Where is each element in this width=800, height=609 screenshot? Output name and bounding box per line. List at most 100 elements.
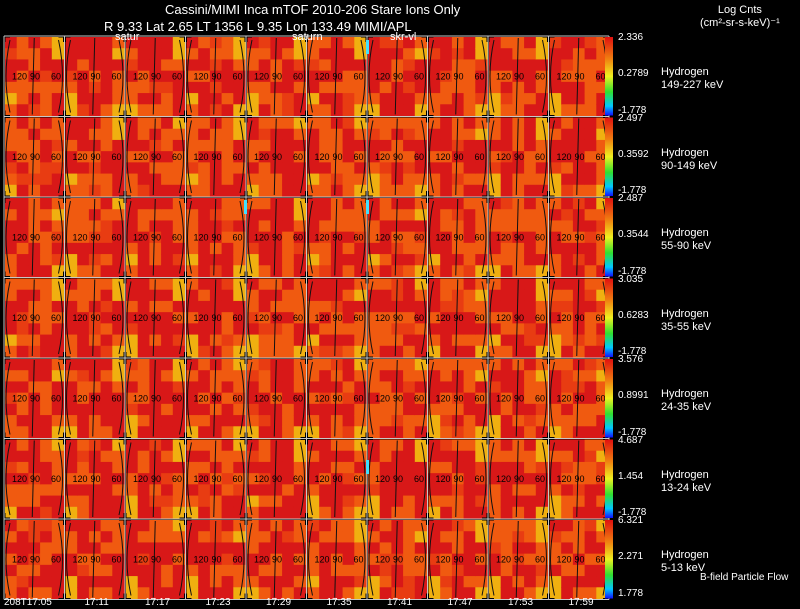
angle-label: 60 [172, 554, 182, 564]
angle-label: 60 [535, 152, 545, 162]
angle-label: 90 [454, 393, 464, 403]
angle-label: 60 [233, 313, 243, 323]
angle-label: 90 [575, 71, 585, 81]
units-line-1: Log Cnts [717, 4, 762, 16]
angle-label: 90 [333, 554, 343, 564]
image-tile [247, 37, 306, 116]
angle-label: 120 [315, 393, 330, 403]
image-tile [65, 520, 125, 599]
image-tile [126, 278, 185, 358]
colorbar-max: 4.687 [618, 434, 644, 446]
artifact-stripe [244, 200, 247, 214]
image-tile [126, 359, 185, 438]
angle-label: 60 [475, 71, 485, 81]
artifact-stripe [366, 40, 369, 54]
angle-label: 90 [575, 313, 585, 323]
angle-label: 90 [514, 554, 524, 564]
angle-label: 90 [393, 152, 403, 162]
image-tile [186, 520, 246, 599]
colorbar-min: -1.778 [618, 507, 647, 518]
image-tile [489, 278, 548, 358]
angle-label: 90 [212, 71, 222, 81]
angle-label: 60 [535, 232, 545, 242]
angle-label: 120 [315, 474, 330, 484]
angle-label: 60 [172, 474, 182, 484]
row-energy: 35-55 keV [661, 320, 712, 333]
angle-label: 60 [475, 474, 485, 484]
angle-label: 90 [151, 474, 161, 484]
angle-label: 60 [51, 313, 61, 323]
angle-label: 90 [91, 71, 101, 81]
angle-label: 90 [212, 232, 222, 242]
row-energy: 5-13 keV [661, 562, 706, 574]
row-energy: 90-149 keV [661, 159, 718, 172]
colorbar-max: 6.321 [618, 515, 644, 526]
image-tile [428, 37, 488, 116]
angle-label: 120 [254, 313, 269, 323]
angle-label: 90 [91, 393, 101, 403]
time-label: 17:35 [326, 597, 352, 608]
angle-label: 60 [596, 474, 606, 484]
angle-label: 60 [293, 474, 303, 484]
image-tile [428, 198, 488, 277]
angle-label: 90 [454, 313, 464, 323]
image-tile [5, 198, 64, 277]
angle-label: 60 [172, 71, 182, 81]
angle-label: 90 [514, 313, 524, 323]
colorbar-max: 2.497 [618, 112, 644, 124]
colorbar-min: -1.778 [618, 104, 647, 116]
colorbar [605, 520, 613, 599]
angle-label: 90 [91, 474, 101, 484]
angle-label: 60 [293, 313, 303, 323]
angle-label: 60 [596, 71, 606, 81]
image-tile [368, 198, 427, 277]
angle-label: 120 [375, 152, 390, 162]
angle-label: 90 [212, 393, 222, 403]
angle-label: 90 [151, 152, 161, 162]
colorbar [605, 37, 613, 116]
angle-label: 60 [51, 152, 61, 162]
colorbar-mid: 0.6283 [618, 309, 649, 321]
row-energy: 24-35 keV [661, 401, 712, 413]
angle-label: 120 [557, 232, 572, 242]
angle-label: 60 [51, 71, 61, 81]
angle-label: 120 [436, 474, 451, 484]
angle-label: 90 [272, 152, 282, 162]
angle-label: 120 [436, 313, 451, 323]
colorbar-mid: 0.8991 [618, 390, 649, 401]
image-tile [368, 37, 427, 116]
angle-label: 120 [12, 313, 27, 323]
angle-label: 90 [212, 474, 222, 484]
angle-label: 120 [254, 152, 269, 162]
angle-label: 90 [272, 554, 282, 564]
angle-label: 60 [475, 554, 485, 564]
angle-label: 60 [233, 393, 243, 403]
colorbar-max: 2.487 [618, 193, 644, 204]
image-tile [428, 117, 488, 197]
angle-label: 90 [272, 393, 282, 403]
image-tile [307, 359, 367, 438]
colorbar [605, 278, 613, 357]
angle-label: 120 [315, 71, 330, 81]
angle-label: 90 [333, 71, 343, 81]
angle-label: 120 [133, 313, 148, 323]
image-tile [549, 278, 609, 358]
angle-label: 60 [112, 474, 122, 484]
angle-label: 90 [454, 232, 464, 242]
colorbar [605, 359, 613, 438]
image-tile [428, 278, 488, 358]
colorbar-mid: 0.3592 [618, 148, 649, 160]
time-label: 17:23 [205, 597, 231, 608]
angle-label: 90 [393, 554, 403, 564]
image-tile [368, 439, 427, 519]
angle-label: 60 [112, 71, 122, 81]
angle-label: 120 [375, 313, 390, 323]
image-tile [247, 439, 306, 519]
angle-label: 120 [496, 474, 511, 484]
angle-label: 60 [233, 152, 243, 162]
angle-label: 60 [475, 232, 485, 242]
image-tile [186, 278, 246, 358]
angle-label: 60 [51, 554, 61, 564]
angle-label: 60 [293, 554, 303, 564]
angle-label: 120 [133, 232, 148, 242]
